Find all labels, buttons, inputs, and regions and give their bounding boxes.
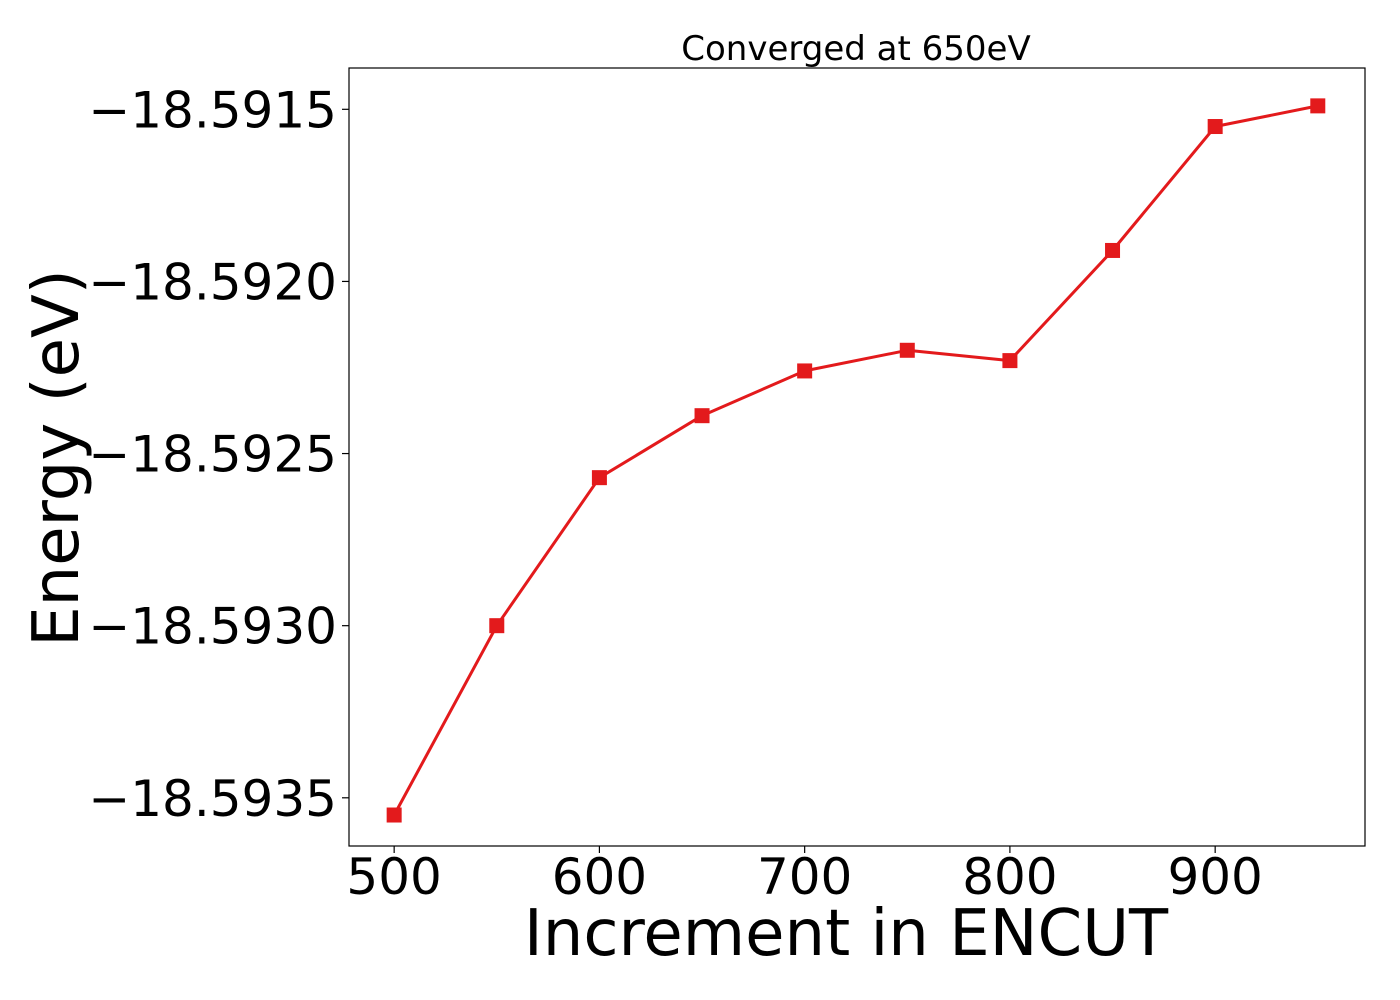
y-axis-label: Energy (eV) [20, 269, 94, 647]
data-point-marker [489, 618, 505, 634]
x-tick-label: 500 [346, 848, 441, 906]
y-tick-label: −18.5925 [88, 426, 337, 484]
data-point-marker [1105, 242, 1121, 258]
x-tick-label: 800 [962, 848, 1057, 906]
x-axis-label: Increment in ENCUT [524, 897, 1169, 971]
chart-title: Converged at 650eV [681, 29, 1030, 69]
series-markers [386, 98, 1326, 823]
data-point-marker [694, 408, 710, 424]
x-axis: 500 600 700 800 900 [346, 846, 1263, 906]
x-tick-label: 900 [1167, 848, 1262, 906]
data-point-marker [797, 363, 813, 379]
y-tick-label: −18.5935 [88, 770, 337, 828]
plot-frame [348, 67, 1366, 847]
data-point-marker [1002, 353, 1018, 369]
data-point-marker [1310, 98, 1326, 114]
y-tick-label: −18.5920 [88, 253, 337, 311]
series-line [392, 104, 1319, 816]
data-point-marker [386, 807, 402, 823]
x-tick-label: 600 [552, 848, 647, 906]
x-tick-label: 700 [757, 848, 852, 906]
data-point-marker [1207, 119, 1223, 135]
y-tick-label: −18.5915 [88, 81, 337, 139]
y-tick-label: −18.5930 [88, 598, 337, 656]
data-point-marker [899, 342, 915, 358]
y-axis: −18.5935 −18.5930 −18.5925 −18.5920 −18.5915 [88, 81, 349, 828]
data-point-marker [591, 470, 607, 486]
